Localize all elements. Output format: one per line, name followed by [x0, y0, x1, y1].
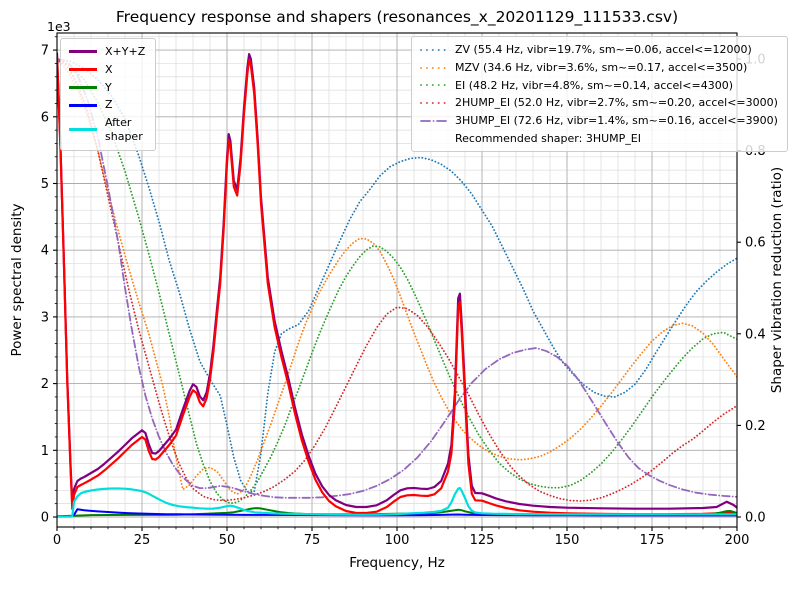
- legend-shapers: ZV (55.4 Hz, vibr=19.7%, sm~=0.06, accel…: [411, 36, 788, 152]
- dotted-line-swatch-icon: [420, 84, 447, 87]
- y-right-tick-label: 0.6: [745, 236, 766, 251]
- x-tick-label: 0: [53, 533, 61, 548]
- solid-line-swatch-icon: [69, 50, 97, 54]
- y-axis-label-left: Power spectral density: [9, 203, 25, 357]
- axis-ticks: [53, 36, 741, 531]
- legend-item: ZV (55.4 Hz, vibr=19.7%, sm~=0.06, accel…: [420, 43, 778, 57]
- legend-item: Z: [69, 98, 145, 112]
- dotted-line-swatch-icon: [420, 102, 447, 105]
- series-after-shaper: [57, 486, 737, 518]
- y-left-tick-label: 7: [41, 44, 49, 59]
- solid-line-swatch-icon: [69, 85, 97, 89]
- series-3hump-ei: [57, 58, 737, 499]
- y-left-tick-label: 0: [41, 511, 49, 526]
- legend-item-label: EI (48.2 Hz, vibr=4.8%, sm~=0.14, accel<…: [455, 78, 733, 92]
- x-tick-label: 200: [725, 533, 750, 548]
- solid-line-swatch-icon: [69, 68, 97, 72]
- legend-item: MZV (34.6 Hz, vibr=3.6%, sm~=0.17, accel…: [420, 61, 778, 75]
- legend-item: X: [69, 63, 145, 77]
- y-axis-offset-label: 1e3: [47, 19, 71, 34]
- x-tick-label: 25: [134, 533, 151, 548]
- x-tick-label: 150: [555, 533, 580, 548]
- y-left-tick-label: 2: [41, 377, 49, 392]
- x-tick-label: 125: [470, 533, 495, 548]
- series-x: [57, 55, 737, 516]
- legend-item-label: After shaper: [105, 116, 143, 143]
- y-left-tick-label: 6: [41, 110, 49, 125]
- legend-item-label: ZV (55.4 Hz, vibr=19.7%, sm~=0.06, accel…: [455, 43, 752, 56]
- y-left-tick-label: 5: [41, 177, 49, 192]
- legend-item-label: X+Y+Z: [105, 45, 146, 58]
- series-ei: [57, 58, 737, 505]
- y-right-tick-label: 0.4: [745, 327, 766, 342]
- legend-note: Recommended shaper: 3HUMP_EI: [455, 132, 778, 146]
- dotted-line-swatch-icon: [420, 48, 447, 51]
- legend-item: Y: [69, 81, 145, 95]
- x-tick-label: 50: [219, 533, 236, 548]
- y-right-tick-label: 0.2: [745, 419, 766, 434]
- dotted-line-swatch-icon: [420, 66, 447, 69]
- x-axis-label: Frequency, Hz: [349, 555, 445, 571]
- solid-line-swatch-icon: [69, 128, 97, 132]
- legend-item: After shaper: [69, 116, 145, 144]
- legend-item-label: 3HUMP_EI (72.6 Hz, vibr=1.4%, sm~=0.16, …: [455, 114, 778, 127]
- y-axis-label-right: Shaper vibration reduction (ratio): [769, 166, 785, 394]
- y-left-tick-label: 4: [41, 244, 49, 259]
- legend-item-label: Z: [105, 98, 113, 112]
- legend-item: X+Y+Z: [69, 45, 145, 59]
- legend-item-label: MZV (34.6 Hz, vibr=3.6%, sm~=0.17, accel…: [455, 60, 748, 74]
- dashdot-line-swatch-icon: [420, 119, 447, 122]
- x-tick-label: 100: [385, 533, 410, 548]
- x-tick-label: 75: [304, 533, 321, 548]
- series-mzv: [57, 58, 737, 496]
- tick-labels: 0 25 50 75 100 125 150 175 200 0 1 2 3 4 5 6 7 0.0 0.2 0.4 0…: [41, 44, 766, 548]
- legend-item: 3HUMP_EI (72.6 Hz, vibr=1.4%, sm~=0.16, …: [420, 114, 778, 128]
- legend-item-label: Y: [105, 80, 112, 94]
- legend-psd-curves: X+Y+Z X Y Z After shaper: [60, 38, 157, 151]
- curves: [57, 52, 737, 518]
- recommended-shaper-text: Recommended shaper: 3HUMP_EI: [455, 131, 641, 145]
- legend-item-label: X: [105, 62, 113, 76]
- legend-item: 2HUMP_EI (52.0 Hz, vibr=2.7%, sm~=0.20, …: [420, 96, 778, 110]
- y-left-tick-label: 1: [41, 444, 49, 459]
- series-z: [57, 508, 737, 518]
- legend-item: EI (48.2 Hz, vibr=4.8%, sm~=0.14, accel<…: [420, 79, 778, 93]
- legend-item-label: 2HUMP_EI (52.0 Hz, vibr=2.7%, sm~=0.20, …: [455, 96, 778, 110]
- chart-title: Frequency response and shapers (resonanc…: [115, 8, 679, 26]
- x-tick-label: 175: [640, 533, 665, 548]
- solid-line-swatch-icon: [69, 103, 97, 107]
- y-left-tick-label: 3: [41, 310, 49, 325]
- series-zv: [57, 58, 737, 493]
- y-right-tick-label: 0.0: [745, 511, 766, 526]
- grid-minor: [57, 33, 737, 527]
